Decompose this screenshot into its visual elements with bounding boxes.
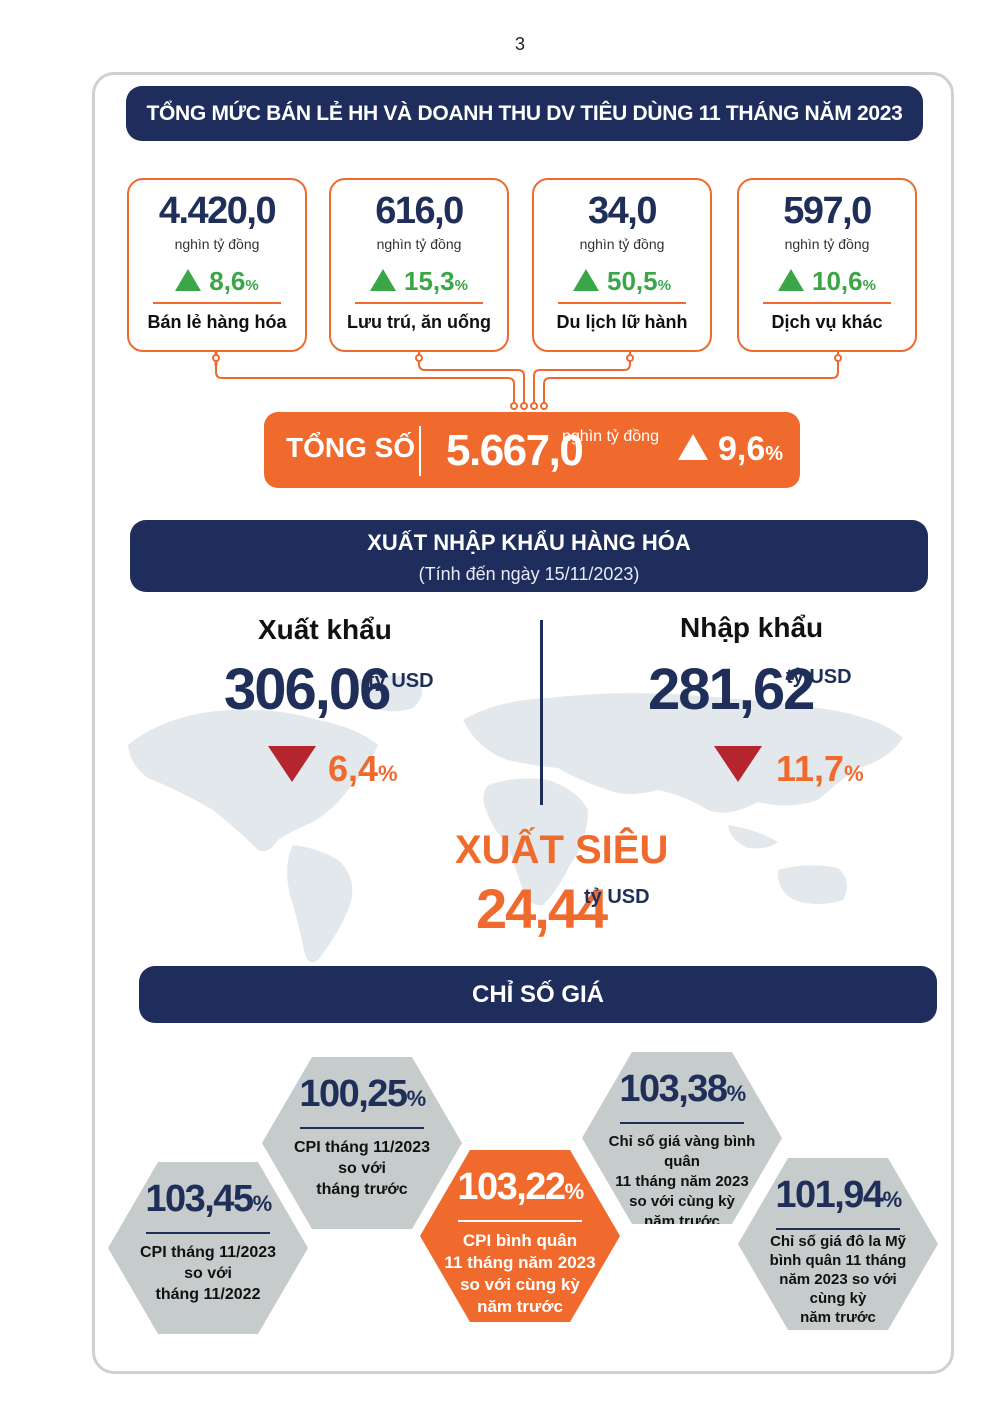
divider bbox=[355, 302, 483, 304]
card-value: 34,0 bbox=[588, 190, 657, 232]
card-label: Du lịch lữ hành bbox=[556, 312, 688, 332]
import-value: 281,62 bbox=[648, 657, 815, 722]
trade-banner: XUẤT NHẬP KHẨU HÀNG HÓA (Tính đến ngày 1… bbox=[130, 520, 928, 592]
divider bbox=[558, 302, 686, 304]
hex-rule bbox=[620, 1122, 744, 1124]
hex-desc: CPI tháng 11/2023 so với tháng trước bbox=[293, 1139, 431, 1198]
card-growth: 8,6% bbox=[129, 266, 305, 297]
export-value: 306,06 bbox=[224, 657, 391, 722]
export-change: 6,4% bbox=[328, 748, 398, 789]
card-value: 597,0 bbox=[783, 190, 872, 232]
hex-rule bbox=[458, 1220, 582, 1222]
card-unit: nghìn tỷ đồng bbox=[579, 236, 665, 252]
up-arrow-icon bbox=[370, 269, 397, 291]
hex-value: 103,22% bbox=[457, 1166, 584, 1208]
import-unit: tỷ USD bbox=[786, 666, 852, 688]
card-label: Dịch vụ khác bbox=[771, 312, 883, 332]
hex-desc: Chỉ số giá đô la Mỹ bình quân 11 tháng năm… bbox=[769, 1233, 907, 1326]
card-growth: 15,3% bbox=[331, 266, 507, 297]
total-unit: nghìn tỷ đồng bbox=[562, 428, 659, 445]
divider bbox=[763, 302, 891, 304]
down-arrow-icon bbox=[268, 746, 316, 782]
up-arrow-icon bbox=[175, 269, 202, 291]
up-arrow-icon bbox=[573, 269, 600, 291]
world-map-image bbox=[128, 675, 903, 963]
hex-value: 100,25% bbox=[299, 1073, 426, 1115]
card-unit: nghìn tỷ đồng bbox=[376, 236, 462, 252]
card-growth: 50,5% bbox=[534, 266, 710, 297]
surplus-label: XUẤT SIÊU bbox=[455, 828, 669, 872]
price-title: CHỈ SỐ GIÁ bbox=[139, 966, 937, 1023]
hex-desc: CPI bình quân 11 tháng năm 2023 so với cùn… bbox=[444, 1231, 596, 1316]
export-unit: tỷ USD bbox=[368, 670, 434, 692]
total-label: TỔNG SỐ bbox=[286, 432, 416, 463]
page-frame bbox=[92, 72, 954, 1374]
card-growth: 10,6% bbox=[739, 266, 915, 297]
card-label: Bán lẻ hàng hóa bbox=[147, 312, 287, 332]
trade-divider bbox=[540, 620, 543, 805]
up-arrow-icon bbox=[678, 434, 708, 460]
hex-rule bbox=[776, 1228, 900, 1230]
total-value: 5.667,0 bbox=[446, 426, 584, 475]
hex-value: 103,38% bbox=[619, 1068, 746, 1110]
card-unit: nghìn tỷ đồng bbox=[174, 236, 260, 252]
connector-lines bbox=[212, 352, 842, 410]
retail-total: TỔNG SỐ 5.667,0 nghìn tỷ đồng 9,6% bbox=[264, 412, 800, 488]
divider bbox=[153, 302, 281, 304]
surplus-value: 24,44 bbox=[476, 877, 608, 940]
hex-rule bbox=[146, 1232, 270, 1234]
trade-title: XUẤT NHẬP KHẨU HÀNG HÓA bbox=[367, 530, 691, 555]
hex-rule bbox=[300, 1127, 424, 1129]
up-arrow-icon bbox=[778, 269, 805, 291]
page-number: 3 bbox=[514, 34, 525, 54]
import-change: 11,7% bbox=[776, 748, 864, 789]
card-value: 616,0 bbox=[375, 190, 464, 232]
export-label: Xuất khẩu bbox=[258, 614, 392, 645]
hex-desc: CPI tháng 11/2023 so với tháng 11/2022 bbox=[139, 1244, 277, 1303]
trade-subtitle: (Tính đến ngày 15/11/2023) bbox=[418, 564, 640, 584]
surplus-unit: tỷ USD bbox=[584, 886, 650, 908]
hex-value: 103,45% bbox=[145, 1178, 272, 1220]
down-arrow-icon bbox=[714, 746, 762, 782]
total-separator bbox=[419, 426, 421, 476]
retail-title: TỔNG MỨC BÁN LẺ HH VÀ DOANH THU DV TIÊU … bbox=[126, 86, 923, 141]
hex-desc: Chỉ số giá vàng bình quân 11 tháng năm 20… bbox=[608, 1133, 756, 1230]
card-travel: 34,0 nghìn tỷ đồng 50,5% Du lịch lữ hành bbox=[532, 178, 712, 352]
card-accommodation: 616,0 nghìn tỷ đồng 15,3% Lưu trú, ăn uố… bbox=[329, 178, 509, 352]
hex-value: 101,94% bbox=[775, 1174, 902, 1216]
import-label: Nhập khẩu bbox=[680, 612, 824, 643]
card-other-services: 597,0 nghìn tỷ đồng 10,6% Dịch vụ khác bbox=[737, 178, 917, 352]
card-retail-goods: 4.420,0 nghìn tỷ đồng 8,6% Bán lẻ hàng h… bbox=[127, 178, 307, 352]
card-unit: nghìn tỷ đồng bbox=[784, 236, 870, 252]
total-growth: 9,6% bbox=[678, 430, 783, 469]
card-label: Lưu trú, ăn uống bbox=[346, 312, 491, 332]
card-value: 4.420,0 bbox=[158, 190, 277, 232]
